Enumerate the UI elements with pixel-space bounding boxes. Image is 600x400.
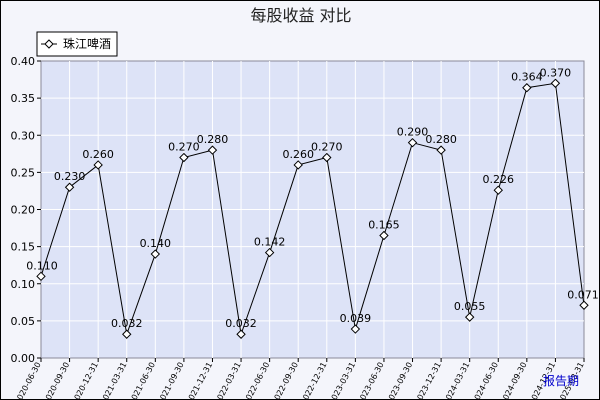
data-point: [579, 300, 589, 310]
data-point: [150, 249, 161, 259]
x-tick-label: 2024-09-30: [499, 361, 529, 399]
x-tick-label: 2024-03-31: [442, 361, 472, 399]
data-point: [493, 185, 503, 195]
x-tick-label: 2023-03-31: [327, 361, 357, 399]
x-tick-label: 2022-03-31: [213, 361, 243, 399]
chart-title: 每股收益 对比: [250, 6, 351, 25]
data-label: 0.270: [311, 141, 343, 154]
x-tick-label: 2020-06-30: [13, 361, 43, 399]
y-tick-label: 0.25: [11, 166, 36, 179]
data-label: 0.071: [567, 288, 599, 301]
data-point: [179, 152, 189, 163]
x-tick-label: 2020-12-31: [70, 361, 100, 399]
data-label: 0.364: [511, 71, 543, 84]
y-tick-label: 0.00: [11, 352, 36, 365]
series-line: [40, 82, 585, 337]
y-tick-label: 0.30: [11, 129, 36, 142]
data-point: [207, 145, 218, 155]
data-point: [322, 152, 332, 163]
x-tick-label: 2021-12-31: [184, 361, 214, 399]
data-label: 0.140: [140, 237, 172, 250]
data-point: [93, 160, 103, 170]
data-label: 0.110: [26, 259, 58, 272]
data-label: 0.270: [168, 141, 200, 154]
data-point: [550, 78, 561, 88]
data-point: [379, 230, 389, 241]
x-tick-label: 2021-06-30: [127, 361, 157, 399]
data-label: 0.260: [82, 148, 114, 161]
data-label: 0.142: [254, 236, 286, 249]
data-point: [464, 312, 475, 322]
data-point: [522, 83, 532, 93]
data-point: [64, 182, 75, 192]
data-point: [122, 329, 132, 339]
x-tick-label: 2021-03-31: [99, 361, 129, 399]
data-label: 0.260: [282, 148, 314, 161]
x-tick-label: 2021-09-30: [156, 361, 186, 399]
data-point: [407, 137, 418, 148]
data-point: [36, 271, 46, 282]
data-label: 0.280: [197, 133, 229, 146]
data-label: 0.230: [54, 170, 86, 183]
data-point: [350, 324, 361, 334]
x-tick-label: 2022-12-31: [299, 361, 329, 399]
x-tick-label: 2023-12-31: [413, 361, 443, 399]
y-tick-label: 0.05: [11, 315, 36, 328]
x-tick-label: 2020-09-30: [42, 361, 72, 399]
data-label: 0.290: [397, 126, 429, 139]
x-tick-label: 2022-09-30: [270, 361, 300, 399]
y-tick-label: 0.15: [11, 241, 36, 254]
data-label: 0.280: [425, 133, 457, 146]
x-tick-label: 2022-06-30: [242, 361, 272, 399]
data-label: 0.032: [111, 317, 143, 330]
data-label: 0.226: [483, 173, 515, 186]
data-label: 0.055: [454, 300, 486, 313]
data-point: [264, 247, 275, 258]
y-tick-label: 0.20: [11, 204, 36, 217]
data-point: [293, 160, 303, 170]
y-tick-label: 0.35: [11, 92, 36, 105]
data-point: [436, 145, 446, 155]
x-axis-title: 报告期: [543, 373, 579, 388]
legend-marker: [44, 39, 54, 49]
x-tick-label: 2023-06-30: [356, 361, 386, 399]
legend-label: 珠江啤酒: [63, 36, 111, 51]
data-label: 0.165: [368, 218, 400, 231]
x-tick-label: 2023-09-30: [385, 361, 415, 399]
y-tick-label: 0.10: [11, 278, 36, 291]
data-label: 0.032: [225, 317, 257, 330]
x-tick-label: 2024-06-30: [470, 361, 500, 399]
y-tick-label: 0.40: [11, 55, 36, 68]
data-label: 0.039: [340, 312, 372, 325]
data-label: 0.370: [540, 66, 572, 79]
data-point: [236, 329, 246, 339]
